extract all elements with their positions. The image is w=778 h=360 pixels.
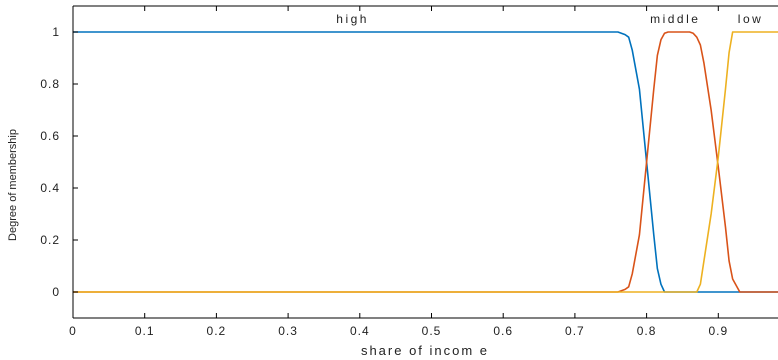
ticks-group: 0 0.1 0.2 0.3 0.4 0.5 0.6 0.7 0.8 0.9 1 0 0.2 0.4 0.6 0… [40, 6, 728, 338]
x-tick-label: 0.1 [135, 324, 155, 338]
y-tick-label: 0.8 [40, 77, 60, 91]
mf-label-middle: middle [650, 12, 700, 26]
x-tick-label: 0.8 [637, 324, 657, 338]
y-tick-label: 1 [52, 25, 60, 39]
mf-label-low: low [738, 12, 764, 26]
y-tick-label: 0.4 [40, 181, 60, 195]
x-tick-label: 0.4 [350, 324, 370, 338]
x-tick-label: 0.3 [278, 324, 298, 338]
x-tick-label: 0.5 [422, 324, 442, 338]
series-line-low [73, 31, 778, 293]
x-tick-label: 0 [69, 324, 77, 338]
x-tick-label: 0.7 [565, 324, 585, 338]
y-tick-label: 0.6 [40, 129, 60, 143]
mf-label-high: high [336, 12, 369, 26]
y-tick-label: 0 [52, 285, 60, 299]
axes-group [72, 5, 778, 319]
x-tick-label: 0.6 [493, 324, 513, 338]
y-axis-label: Degree of membership [7, 129, 19, 241]
y-tick-label: 0.2 [40, 233, 60, 247]
x-tick-label: 0.9 [708, 324, 728, 338]
x-axis-label: share of incom e [361, 343, 489, 358]
series-line-middle [73, 31, 778, 293]
annotations-group: high middle low [336, 12, 764, 26]
series-line-high [73, 31, 778, 293]
x-tick-label: 0.2 [207, 324, 227, 338]
series-group [73, 31, 778, 293]
